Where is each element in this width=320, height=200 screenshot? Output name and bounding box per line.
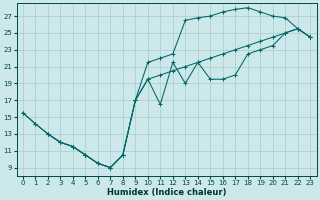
X-axis label: Humidex (Indice chaleur): Humidex (Indice chaleur) — [107, 188, 226, 197]
